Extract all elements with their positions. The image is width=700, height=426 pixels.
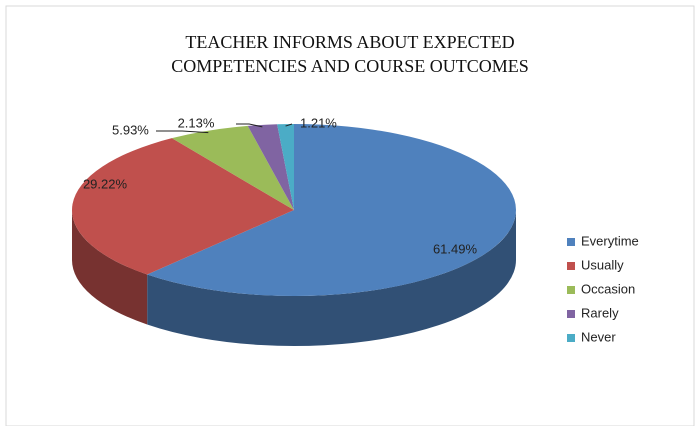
legend-label: Usually bbox=[581, 257, 624, 272]
data-label: 61.49% bbox=[433, 241, 478, 256]
legend-label: Occasion bbox=[581, 281, 635, 296]
legend-label: Never bbox=[581, 329, 616, 344]
slice-side bbox=[147, 210, 516, 346]
legend-swatch bbox=[567, 286, 575, 294]
slice bbox=[71, 138, 294, 275]
legend-swatch bbox=[567, 262, 575, 270]
slice-side bbox=[72, 210, 148, 325]
chart-title: COMPETENCIES AND COURSE OUTCOMES bbox=[171, 56, 529, 76]
data-label: 1.21% bbox=[300, 115, 337, 130]
slice bbox=[247, 124, 294, 210]
legend-label: Everytime bbox=[581, 233, 639, 248]
data-label: 29.22% bbox=[83, 176, 128, 191]
slice bbox=[147, 124, 516, 296]
data-label: 5.93% bbox=[112, 122, 149, 137]
legend-swatch bbox=[567, 334, 575, 342]
legend-swatch bbox=[567, 238, 575, 246]
leader-line bbox=[156, 130, 209, 134]
chart-title: TEACHER INFORMS ABOUT EXPECTED bbox=[185, 32, 514, 52]
legend-label: Rarely bbox=[581, 305, 619, 320]
slice bbox=[171, 125, 294, 210]
legend-swatch bbox=[567, 310, 575, 318]
leader-line bbox=[285, 123, 293, 127]
leader-line bbox=[236, 123, 263, 128]
slice bbox=[277, 124, 294, 210]
data-label: 2.13% bbox=[178, 115, 215, 130]
